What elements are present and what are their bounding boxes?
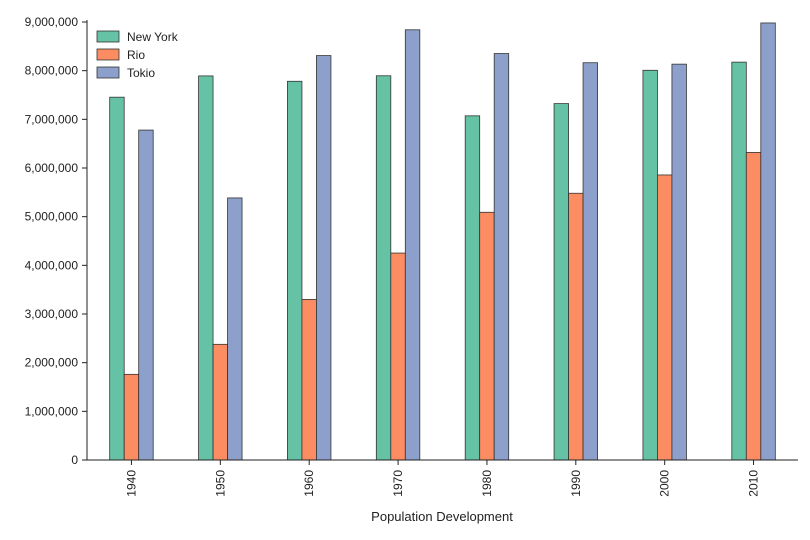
- legend: New York Rio Tokio: [96, 30, 179, 80]
- x-axis-title: Population Development: [371, 509, 513, 524]
- legend-label-tokio: Tokio: [127, 66, 155, 80]
- x-tick-label: 1940: [124, 470, 138, 497]
- bar-rio-1950: [212, 343, 228, 461]
- bar-tokio-1970: [404, 29, 421, 461]
- axes-layer: 0 1,000,000 2,000,000 3,000,000 4,000,000 5,0…: [25, 15, 798, 497]
- bar-new-york-1960: [287, 80, 303, 461]
- x-tick-label: 1970: [391, 470, 405, 497]
- bar-rio-1970: [390, 252, 406, 461]
- bar-new-york-1940: [109, 96, 125, 461]
- bar-new-york-1990: [553, 103, 569, 461]
- x-tick-label: 1950: [213, 470, 227, 497]
- bar-rio-2000: [657, 174, 673, 461]
- bar-rio-1960: [301, 298, 317, 461]
- legend-swatch-rio: [96, 48, 120, 61]
- y-tick-label: 4,000,000: [25, 258, 79, 272]
- bar-new-york-1980: [464, 115, 481, 461]
- x-tick-label: 1960: [302, 470, 316, 497]
- y-tick-label: 1,000,000: [25, 404, 79, 418]
- bar-rio-2010: [745, 152, 762, 461]
- y-tick-label: 9,000,000: [25, 15, 79, 29]
- bars-layer: [109, 22, 776, 461]
- y-tick-label: 5,000,000: [25, 210, 79, 224]
- bar-new-york-2000: [642, 69, 658, 461]
- bar-tokio-1980: [493, 53, 510, 461]
- legend-label-rio: Rio: [127, 48, 145, 62]
- bar-rio-1990: [568, 192, 584, 461]
- bar-tokio-1960: [316, 55, 332, 461]
- bar-rio-1940: [123, 373, 140, 461]
- x-tick-label: 2010: [747, 470, 761, 497]
- bar-tokio-2000: [671, 63, 687, 461]
- legend-swatch-new-york: [96, 30, 120, 43]
- bar-tokio-1990: [582, 62, 598, 461]
- bar-new-york-1950: [198, 75, 214, 461]
- bar-tokio-1950: [227, 197, 243, 461]
- y-tick-label: 7,000,000: [25, 112, 79, 126]
- x-tick-label: 1980: [480, 470, 494, 497]
- x-tick-label: 1990: [569, 470, 583, 497]
- y-tick-label: 3,000,000: [25, 307, 79, 321]
- bar-new-york-2010: [731, 61, 747, 461]
- legend-swatch-tokio: [96, 66, 120, 79]
- bar-tokio-1940: [138, 129, 154, 461]
- bar-tokio-2010: [760, 22, 776, 461]
- y-tick-label: 2,000,000: [25, 356, 79, 370]
- x-tick-label: 2000: [658, 470, 672, 497]
- bar-new-york-1970: [375, 75, 392, 461]
- legend-label-new-york: New York: [127, 30, 179, 44]
- y-tick-label: 6,000,000: [25, 161, 79, 175]
- y-tick-label: 0: [71, 453, 78, 467]
- y-tick-label: 8,000,000: [25, 64, 79, 78]
- bar-rio-1980: [479, 211, 495, 461]
